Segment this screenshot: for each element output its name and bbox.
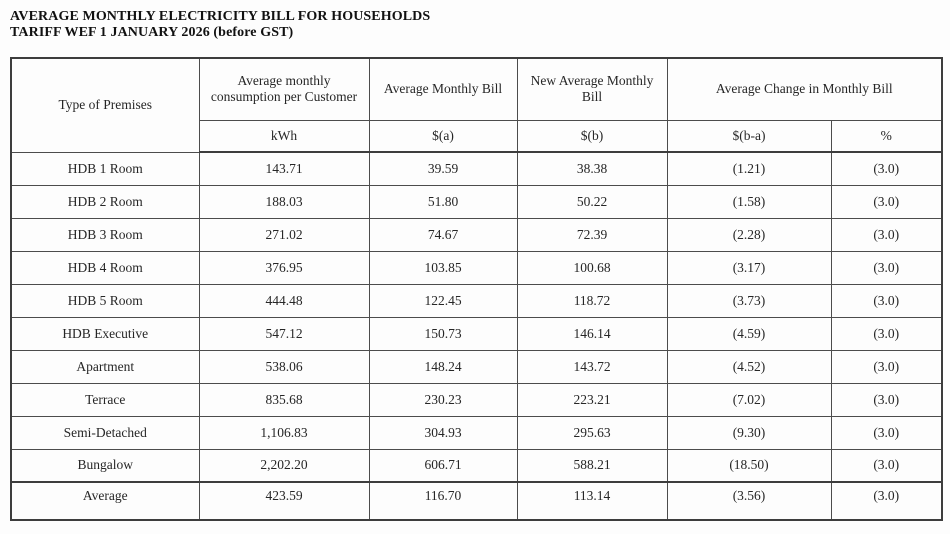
- cell-bill-a: 51.80: [368, 184, 518, 219]
- header-row-units: kWh $(a) $(b) $(b-a) %: [11, 119, 943, 153]
- cell-bill-b: 38.38: [516, 151, 668, 186]
- cell-premises: HDB 5 Room: [10, 283, 200, 318]
- cell-premises: Bungalow: [10, 448, 200, 483]
- unit-percent: %: [830, 119, 943, 153]
- cell-change: (9.30): [666, 415, 832, 450]
- cell-percent: (3.0): [830, 349, 943, 384]
- cell-percent: (3.0): [830, 151, 943, 186]
- cell-bill-a: 304.93: [368, 415, 518, 450]
- cell-bill-b: 50.22: [516, 184, 668, 219]
- cell-percent: (3.0): [830, 481, 943, 521]
- col-header-avg-monthly-bill: Average Monthly Bill: [368, 57, 518, 121]
- cell-kwh: 188.03: [198, 184, 370, 219]
- cell-percent: (3.0): [830, 250, 943, 285]
- title-line-1: AVERAGE MONTHLY ELECTRICITY BILL FOR HOU…: [10, 9, 431, 24]
- col-header-consumption: Average monthly consumption per Customer: [198, 57, 370, 121]
- cell-change: (7.02): [666, 382, 832, 417]
- cell-percent: (3.0): [830, 316, 943, 351]
- electricity-bill-table: Type of Premises Average monthly consump…: [10, 57, 944, 521]
- unit-dollar-b-minus-a: $(b-a): [666, 119, 832, 153]
- cell-kwh: 547.12: [198, 316, 370, 351]
- table-row: HDB 2 Room 188.03 51.80 50.22 (1.58) (3.…: [10, 184, 943, 219]
- cell-bill-b: 223.21: [516, 382, 668, 417]
- cell-bill-a: 122.45: [368, 283, 518, 318]
- table-row: Terrace 835.68 230.23 223.21 (7.02) (3.0…: [10, 382, 943, 417]
- cell-bill-b: 72.39: [516, 217, 668, 252]
- cell-percent: (3.0): [830, 283, 943, 318]
- col-header-type-of-premises: Type of Premises: [10, 57, 200, 153]
- cell-premises: Terrace: [10, 382, 200, 417]
- table-row: HDB 5 Room 444.48 122.45 118.72 (3.73) (…: [10, 283, 943, 318]
- cell-bill-b: 143.72: [516, 349, 668, 384]
- cell-bill-a: 148.24: [368, 349, 518, 384]
- cell-bill-a: 116.70: [368, 481, 518, 521]
- cell-change: (4.59): [666, 316, 832, 351]
- cell-bill-b: 100.68: [516, 250, 668, 285]
- unit-dollar-b: $(b): [516, 119, 668, 153]
- cell-bill-a: 606.71: [368, 448, 518, 483]
- cell-percent: (3.0): [830, 382, 943, 417]
- unit-dollar-a: $(a): [368, 119, 518, 153]
- cell-change: (18.50): [666, 448, 832, 483]
- table-row: HDB 1 Room 143.71 39.59 38.38 (1.21) (3.…: [10, 151, 943, 186]
- document-title: AVERAGE MONTHLY ELECTRICITY BILL FOR HOU…: [0, 0, 950, 41]
- table-row: HDB Executive 547.12 150.73 146.14 (4.59…: [10, 316, 943, 351]
- cell-premises: HDB 1 Room: [10, 151, 200, 186]
- cell-percent: (3.0): [830, 184, 943, 219]
- cell-premises: Average: [10, 481, 200, 521]
- table-row: Apartment 538.06 148.24 143.72 (4.52) (3…: [10, 349, 943, 384]
- cell-premises: HDB Executive: [10, 316, 200, 351]
- cell-change: (4.52): [666, 349, 832, 384]
- cell-kwh: 1,106.83: [198, 415, 370, 450]
- cell-bill-b: 146.14: [516, 316, 668, 351]
- cell-kwh: 376.95: [198, 250, 370, 285]
- col-header-new-avg-monthly-bill: New Average Monthly Bill: [516, 57, 668, 121]
- cell-change: (1.58): [666, 184, 832, 219]
- cell-bill-a: 230.23: [368, 382, 518, 417]
- cell-kwh: 2,202.20: [198, 448, 370, 483]
- title-line-2: TARIFF WEF 1 JANUARY 2026 (before GST): [10, 25, 294, 40]
- header-row-main: Type of Premises Average monthly consump…: [10, 57, 943, 153]
- unit-kwh: kWh: [198, 119, 370, 153]
- cell-kwh: 835.68: [198, 382, 370, 417]
- cell-bill-b: 588.21: [516, 448, 668, 483]
- cell-premises: Apartment: [10, 349, 200, 384]
- cell-percent: (3.0): [830, 415, 943, 450]
- cell-bill-a: 103.85: [368, 250, 518, 285]
- table-row: HDB 3 Room 271.02 74.67 72.39 (2.28) (3.…: [10, 217, 943, 252]
- table-row-average: Average 423.59 116.70 113.14 (3.56) (3.0…: [10, 481, 943, 521]
- cell-bill-b: 113.14: [516, 481, 668, 521]
- cell-change: (3.17): [666, 250, 832, 285]
- cell-change: (3.56): [666, 481, 832, 521]
- cell-kwh: 423.59: [198, 481, 370, 521]
- cell-change: (3.73): [666, 283, 832, 318]
- cell-change: (2.28): [666, 217, 832, 252]
- table-row: Bungalow 2,202.20 606.71 588.21 (18.50) …: [10, 448, 943, 483]
- cell-change: (1.21): [666, 151, 832, 186]
- cell-premises: HDB 4 Room: [10, 250, 200, 285]
- cell-premises: Semi-Detached: [10, 415, 200, 450]
- cell-percent: (3.0): [830, 217, 943, 252]
- cell-kwh: 444.48: [198, 283, 370, 318]
- cell-kwh: 538.06: [198, 349, 370, 384]
- cell-percent: (3.0): [830, 448, 943, 483]
- cell-bill-b: 295.63: [516, 415, 668, 450]
- cell-bill-a: 39.59: [368, 151, 518, 186]
- col-header-avg-change: Average Change in Monthly Bill: [666, 57, 943, 121]
- cell-bill-a: 150.73: [368, 316, 518, 351]
- cell-kwh: 271.02: [198, 217, 370, 252]
- cell-kwh: 143.71: [198, 151, 370, 186]
- cell-premises: HDB 2 Room: [10, 184, 200, 219]
- table-row: HDB 4 Room 376.95 103.85 100.68 (3.17) (…: [10, 250, 943, 285]
- table-row: Semi-Detached 1,106.83 304.93 295.63 (9.…: [10, 415, 943, 450]
- cell-premises: HDB 3 Room: [10, 217, 200, 252]
- cell-bill-a: 74.67: [368, 217, 518, 252]
- cell-bill-b: 118.72: [516, 283, 668, 318]
